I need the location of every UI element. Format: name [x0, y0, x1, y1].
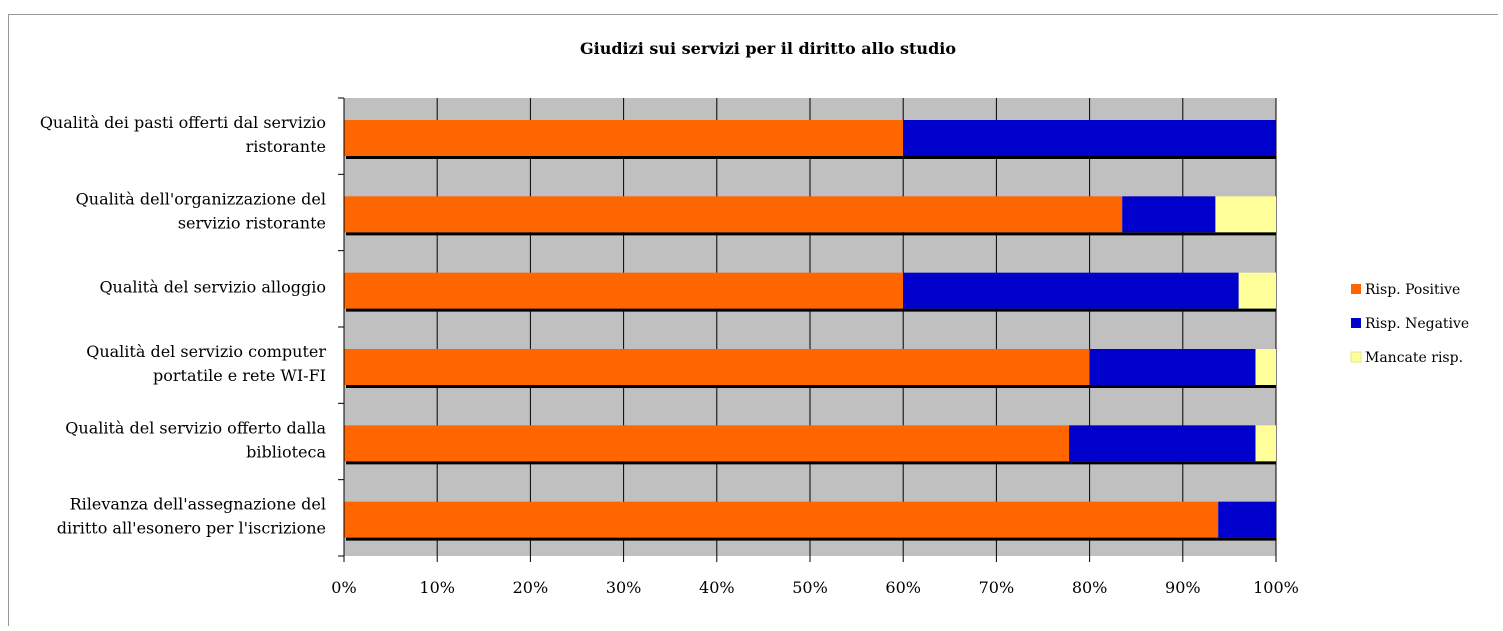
x-tick-label: 60% — [885, 578, 921, 597]
x-axis: 0% 10% 20% 30% 40% 50% 60% 70% 80% 90% 100% — [331, 556, 1299, 597]
x-tick-label: 10% — [419, 578, 455, 597]
bar-segment-1 — [344, 272, 904, 309]
bar-segment-1 — [344, 501, 1219, 538]
category-label: Qualità del servizio offerto dalla — [65, 418, 326, 437]
category-label: diritto all'esonero per l'iscrizione — [57, 519, 326, 538]
legend-swatch — [1351, 318, 1361, 328]
x-tick-label: 80% — [1072, 578, 1108, 597]
x-tick-label: 90% — [1165, 578, 1201, 597]
bar-segment-2 — [903, 272, 1239, 309]
x-tick-label: 40% — [699, 578, 735, 597]
bar-segment-2 — [1122, 196, 1216, 233]
bar-segment-1 — [344, 120, 904, 156]
bar-segment-2 — [1218, 501, 1276, 538]
category-label: Qualità dei pasti offerti dal servizio — [40, 113, 326, 132]
category-label: Qualità dell'organizzazione del — [76, 189, 326, 208]
bar-segment-1 — [344, 196, 1123, 233]
bar-segment-3 — [1238, 272, 1276, 309]
bar-segment-3 — [1215, 196, 1276, 233]
x-tick-label: 0% — [331, 578, 356, 597]
category-label: Qualità del servizio alloggio — [99, 278, 326, 297]
category-label: biblioteca — [246, 442, 326, 461]
category-label: servizio ristorante — [178, 213, 326, 232]
chart-frame — [8, 14, 1498, 626]
category-label: ristorante — [246, 137, 326, 156]
category-label: portatile e rete WI-FI — [153, 366, 326, 385]
x-tick-label: 100% — [1253, 578, 1299, 597]
bar-segment-3 — [1255, 425, 1276, 462]
chart-title: Giudizi sui servizi per il diritto allo … — [580, 39, 956, 58]
legend-swatch — [1351, 284, 1361, 294]
x-tick-label: 30% — [606, 578, 642, 597]
legend-label: Risp. Positive — [1365, 282, 1460, 298]
bar-segment-1 — [344, 425, 1070, 462]
bar-segment-2 — [1069, 425, 1256, 462]
bar-segment-2 — [1089, 349, 1256, 385]
bar-segment-3 — [1255, 349, 1276, 385]
legend: Risp. Positive Risp. Negative Mancate risp… — [1350, 282, 1469, 366]
legend-label: Mancate risp. — [1365, 350, 1463, 366]
category-label: Rilevanza dell'assegnazione del — [70, 495, 326, 514]
bar-segment-2 — [903, 120, 1276, 156]
legend-swatch — [1350, 351, 1362, 363]
y-axis: Qualità dei pasti offerti dal servizio ri… — [40, 97, 345, 557]
bar-segment-1 — [344, 349, 1090, 385]
plot-area — [343, 98, 1277, 556]
x-tick-label: 70% — [979, 578, 1015, 597]
x-tick-label: 50% — [792, 578, 828, 597]
legend-label: Risp. Negative — [1365, 316, 1469, 332]
x-tick-label: 20% — [513, 578, 549, 597]
category-label: Qualità del servizio computer — [86, 342, 326, 361]
